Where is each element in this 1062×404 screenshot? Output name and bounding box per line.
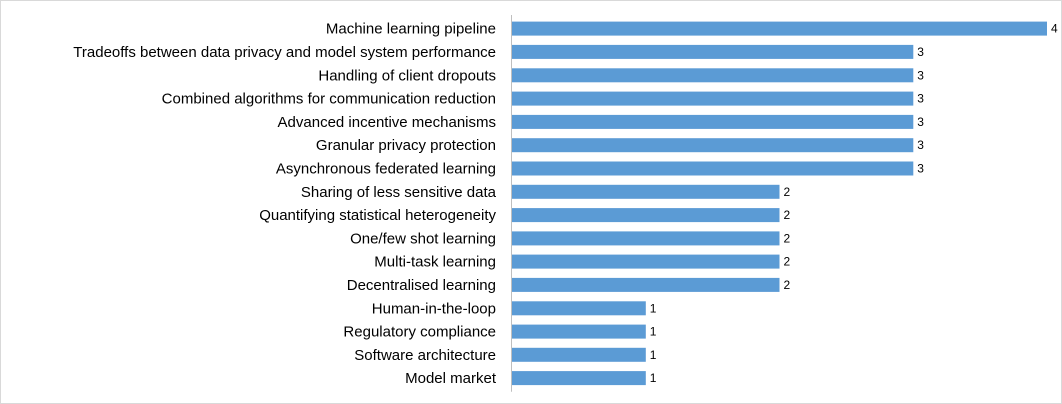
bar	[512, 114, 914, 129]
data-label: 3	[917, 115, 924, 129]
category-label: Model market	[405, 370, 497, 387]
category-label: One/few shot learning	[350, 230, 496, 247]
bar	[512, 254, 780, 269]
category-label: Regulatory compliance	[343, 324, 496, 341]
data-label: 2	[784, 278, 791, 292]
data-label: 1	[650, 325, 657, 339]
bar	[512, 208, 780, 223]
category-label: Advanced incentive mechanisms	[278, 114, 496, 131]
category-label: Human-in-the-loop	[372, 300, 496, 317]
data-label: 2	[784, 231, 791, 245]
category-label: Machine learning pipeline	[326, 21, 496, 38]
bar	[512, 231, 780, 246]
bar	[512, 184, 780, 199]
bar	[512, 91, 914, 106]
data-label: 1	[650, 348, 657, 362]
bar	[512, 324, 646, 339]
category-label: Granular privacy protection	[316, 137, 496, 154]
category-label: Tradeoffs between data privacy and model…	[73, 44, 496, 61]
bar	[512, 301, 646, 316]
category-label: Asynchronous federated learning	[276, 161, 496, 178]
bar	[512, 21, 1047, 36]
bar	[512, 138, 914, 153]
data-label: 3	[917, 138, 924, 152]
data-label: 3	[917, 162, 924, 176]
data-label: 1	[650, 301, 657, 315]
bar	[512, 161, 914, 176]
data-label: 1	[650, 371, 657, 385]
data-label: 2	[784, 208, 791, 222]
data-label: 2	[784, 185, 791, 199]
bar	[512, 44, 914, 59]
data-label: 3	[917, 92, 924, 106]
category-label: Multi-task learning	[374, 254, 496, 271]
data-label: 4	[1051, 22, 1058, 36]
bar	[512, 277, 780, 292]
category-label: Decentralised learning	[347, 277, 496, 294]
data-label: 3	[917, 45, 924, 59]
bar	[512, 68, 914, 83]
category-label: Sharing of less sensitive data	[301, 184, 497, 201]
bar	[512, 347, 646, 362]
category-label: Quantifying statistical heterogeneity	[259, 207, 496, 224]
bar	[512, 371, 646, 386]
data-label: 3	[917, 68, 924, 82]
data-label: 2	[784, 255, 791, 269]
category-label: Handling of client dropouts	[318, 67, 496, 84]
category-label: Combined algorithms for communication re…	[162, 91, 496, 108]
category-label: Software architecture	[354, 347, 496, 364]
